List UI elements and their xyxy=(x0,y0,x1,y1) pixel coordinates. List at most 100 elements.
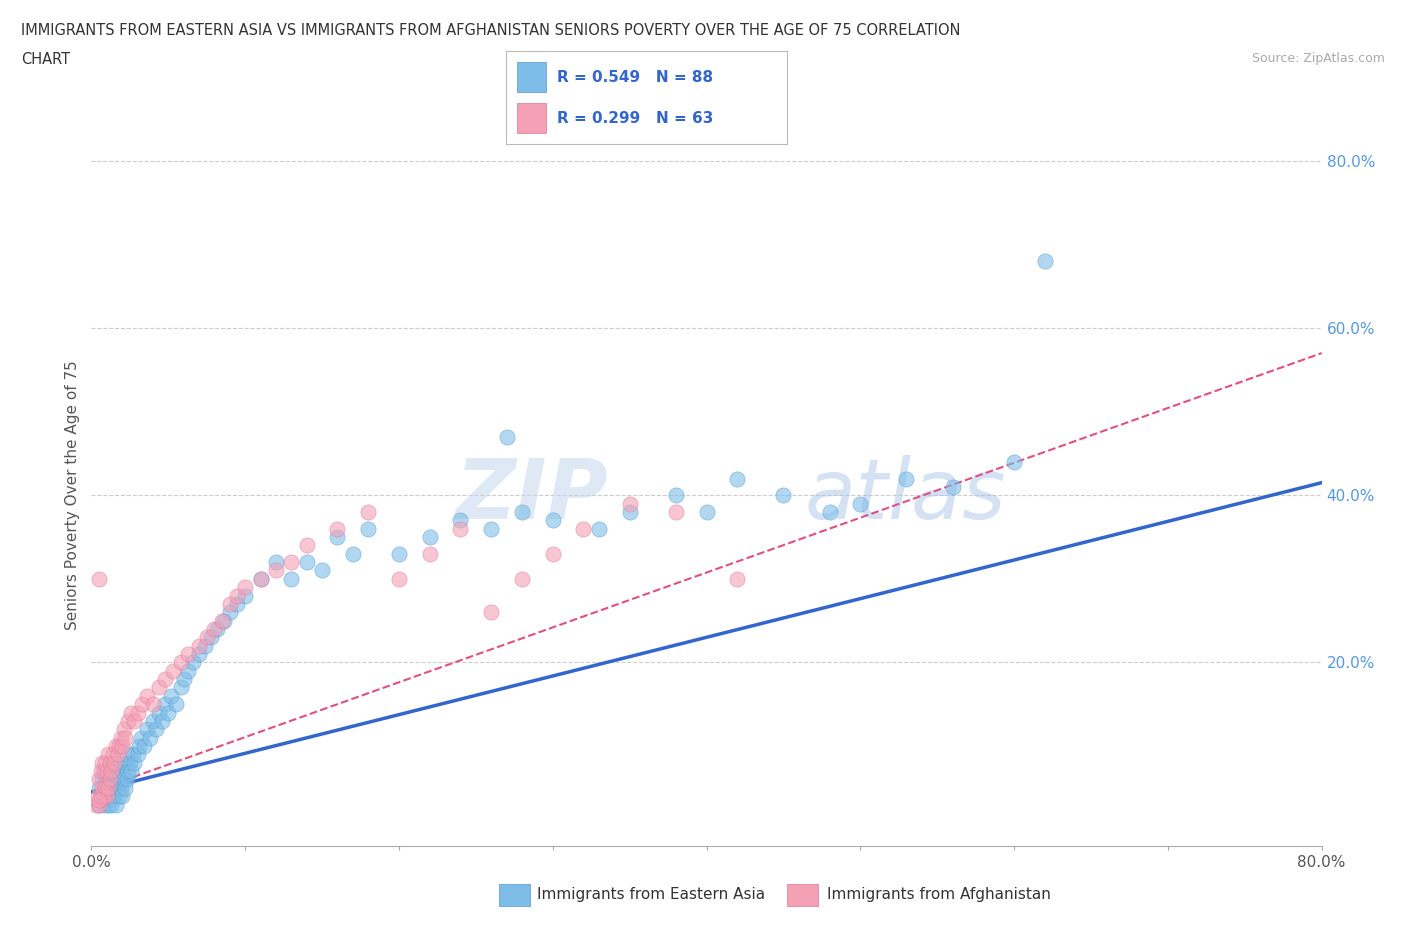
Point xyxy=(148,680,170,695)
Point xyxy=(148,705,170,720)
Point xyxy=(87,797,110,812)
Point xyxy=(111,789,134,804)
Point xyxy=(115,772,138,787)
Point xyxy=(110,730,132,745)
Point xyxy=(97,780,120,795)
Text: CHART: CHART xyxy=(21,52,70,67)
Point xyxy=(114,730,136,745)
Point xyxy=(588,521,610,536)
Point xyxy=(818,504,841,519)
Point xyxy=(103,755,125,770)
Point xyxy=(449,512,471,527)
Point xyxy=(94,780,117,795)
Point xyxy=(541,512,564,527)
Point xyxy=(619,504,641,519)
Point xyxy=(97,797,120,812)
Point xyxy=(96,772,118,787)
Point xyxy=(510,504,533,519)
Point xyxy=(108,789,131,804)
Point xyxy=(122,747,145,762)
Text: atlas: atlas xyxy=(804,455,1007,536)
Point xyxy=(96,789,118,804)
Point xyxy=(86,789,108,804)
Point xyxy=(93,789,115,804)
Point xyxy=(105,738,127,753)
Point xyxy=(84,797,107,812)
Point xyxy=(105,764,127,778)
Point xyxy=(129,730,152,745)
Point xyxy=(1002,455,1025,470)
Point xyxy=(96,764,118,778)
Point xyxy=(132,738,155,753)
Point xyxy=(479,521,502,536)
Point xyxy=(139,730,162,745)
Point xyxy=(849,496,872,511)
Point xyxy=(90,789,112,804)
Point xyxy=(153,697,177,711)
Point xyxy=(111,738,134,753)
Point xyxy=(280,571,302,586)
Point xyxy=(226,588,249,603)
Point xyxy=(177,663,200,678)
Point xyxy=(94,755,117,770)
Point xyxy=(173,671,195,686)
Point xyxy=(87,797,110,812)
Point xyxy=(169,655,191,670)
Point xyxy=(142,713,165,728)
Point xyxy=(264,554,287,569)
FancyBboxPatch shape xyxy=(517,62,546,92)
Point xyxy=(87,780,110,795)
Point xyxy=(87,793,110,808)
Text: IMMIGRANTS FROM EASTERN ASIA VS IMMIGRANTS FROM AFGHANISTAN SENIORS POVERTY OVER: IMMIGRANTS FROM EASTERN ASIA VS IMMIGRAN… xyxy=(21,23,960,38)
Point xyxy=(127,747,149,762)
Point xyxy=(114,755,136,770)
Point xyxy=(114,780,136,795)
Point xyxy=(357,521,380,536)
Point xyxy=(188,638,211,653)
Point xyxy=(103,789,125,804)
Point xyxy=(295,538,318,552)
Point xyxy=(772,488,794,503)
Point xyxy=(91,780,114,795)
Point xyxy=(233,579,256,594)
Point xyxy=(135,688,157,703)
Point xyxy=(479,604,502,619)
FancyBboxPatch shape xyxy=(517,103,546,133)
Point xyxy=(342,546,364,561)
Point xyxy=(233,588,256,603)
Point xyxy=(665,488,688,503)
Text: Immigrants from Afghanistan: Immigrants from Afghanistan xyxy=(827,887,1050,902)
Point xyxy=(280,554,302,569)
Point xyxy=(326,529,349,544)
Point xyxy=(249,571,271,586)
Point xyxy=(107,780,129,795)
Point xyxy=(101,780,124,795)
Point xyxy=(157,705,180,720)
Point xyxy=(249,571,271,586)
Point xyxy=(212,613,235,628)
Point xyxy=(96,789,118,804)
Point xyxy=(100,772,122,787)
Point xyxy=(572,521,595,536)
Point xyxy=(101,747,124,762)
Point xyxy=(107,747,129,762)
Point xyxy=(510,571,533,586)
Point xyxy=(128,738,150,753)
Point xyxy=(98,789,121,804)
Text: R = 0.299   N = 63: R = 0.299 N = 63 xyxy=(557,111,713,126)
Point xyxy=(541,546,564,561)
Point xyxy=(188,646,211,661)
Point xyxy=(100,797,122,812)
Point xyxy=(619,496,641,511)
Point xyxy=(120,764,142,778)
Point xyxy=(108,738,131,753)
Point xyxy=(127,705,149,720)
Point xyxy=(107,755,129,770)
Point xyxy=(94,780,117,795)
Point xyxy=(665,504,688,519)
Point xyxy=(98,755,121,770)
Point xyxy=(108,772,131,787)
Point xyxy=(93,797,115,812)
Point xyxy=(145,722,167,737)
Point xyxy=(98,764,121,778)
